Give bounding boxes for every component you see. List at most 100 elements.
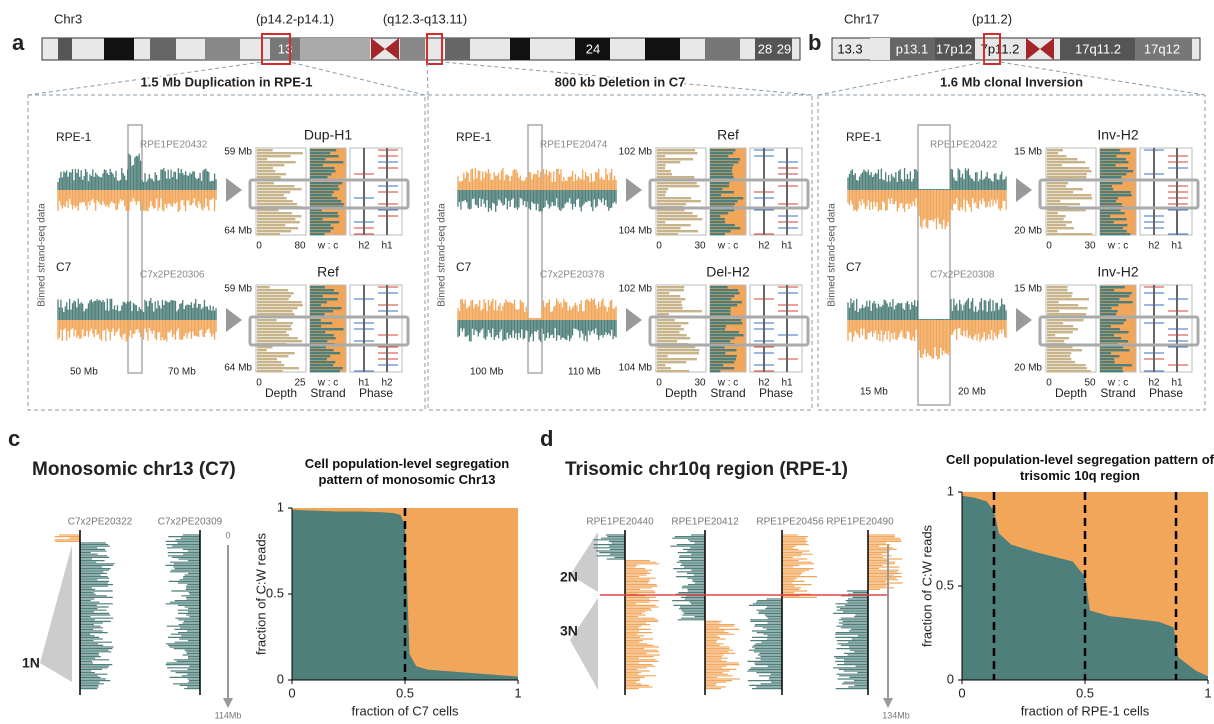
strand-bin bbox=[710, 233, 725, 236]
x-tick-label: 0 bbox=[1046, 241, 1052, 252]
region-highlight bbox=[261, 33, 291, 65]
depth-bin bbox=[1047, 322, 1064, 325]
strand-bin bbox=[1100, 334, 1115, 337]
band-label: p13.1 bbox=[896, 41, 929, 56]
strand-bin bbox=[710, 215, 721, 218]
depth-bin bbox=[1047, 167, 1090, 170]
depth-bin bbox=[257, 224, 286, 227]
scale-label: 114Mb bbox=[215, 710, 242, 720]
depth-bin bbox=[1047, 173, 1087, 176]
strand-bin bbox=[710, 161, 739, 164]
depth-bin bbox=[257, 346, 273, 349]
strand-bin bbox=[1100, 152, 1131, 155]
x-tick-label: 80 bbox=[294, 241, 306, 252]
strand-bin bbox=[310, 176, 328, 179]
area bbox=[292, 509, 518, 680]
strand-bin bbox=[1100, 191, 1131, 194]
panel-letter: d bbox=[540, 426, 553, 451]
strand-bin bbox=[710, 224, 735, 227]
haplotype-label: Inv-H2 bbox=[1097, 127, 1138, 143]
depth-bin bbox=[257, 161, 296, 164]
haplotype-label: Del-H2 bbox=[706, 264, 750, 280]
depth-bin bbox=[657, 215, 698, 218]
band bbox=[270, 38, 300, 60]
haplotype-label: Inv-H2 bbox=[1097, 264, 1138, 280]
band-label: 24 bbox=[586, 41, 600, 56]
strand-bin bbox=[310, 301, 327, 304]
depth-bin bbox=[257, 352, 295, 355]
depth-bin bbox=[1047, 337, 1070, 340]
event-title: 800 kb Deletion in C7 bbox=[555, 74, 686, 89]
band-label: 17q12 bbox=[1144, 41, 1180, 56]
region-box bbox=[1038, 178, 1200, 210]
x-tick-label: 0 bbox=[256, 378, 262, 389]
depth-bin bbox=[257, 340, 303, 343]
phase-label: h2 bbox=[1148, 378, 1160, 389]
strand-bin bbox=[1100, 370, 1123, 373]
depth-bin bbox=[657, 334, 687, 337]
strand-bin bbox=[710, 346, 725, 349]
phase-label: h2 bbox=[758, 378, 770, 389]
depth-bin bbox=[657, 212, 693, 215]
strand-bin bbox=[1100, 292, 1132, 295]
strand-bin bbox=[310, 370, 340, 373]
cell-id: C7x2PE20306 bbox=[140, 270, 205, 281]
depth-bin bbox=[257, 310, 293, 313]
strand-bin bbox=[710, 325, 727, 328]
sample-label: RPE-1 bbox=[846, 130, 882, 144]
strand-bin bbox=[1100, 355, 1120, 358]
strand-bin bbox=[710, 212, 729, 215]
strand-bin bbox=[710, 334, 744, 337]
strand-bin bbox=[710, 289, 739, 292]
coordinate-label: 50 Mb bbox=[70, 367, 98, 378]
strand-bin bbox=[310, 173, 332, 176]
depth-bin bbox=[257, 325, 291, 328]
strand-bin bbox=[1100, 167, 1129, 170]
depth-bin bbox=[257, 227, 299, 230]
strand-bin bbox=[710, 164, 734, 167]
strand-bin bbox=[1100, 194, 1132, 197]
strand-bin bbox=[710, 155, 729, 158]
depth-bin bbox=[1047, 176, 1087, 179]
strand-bin bbox=[710, 152, 733, 155]
coordinate-label: 110 Mb bbox=[568, 367, 601, 378]
depth-bin bbox=[1047, 155, 1067, 158]
panel-title: Monosomic chr13 (C7) bbox=[32, 459, 236, 480]
depth-bin bbox=[257, 313, 295, 316]
strand-bin bbox=[710, 307, 731, 310]
highlight-column bbox=[527, 124, 543, 374]
sample-label: C7 bbox=[846, 260, 862, 274]
chromosome-name: Chr3 bbox=[54, 11, 82, 26]
x-tick-label: 0.5 bbox=[396, 685, 414, 700]
depth-bin bbox=[657, 218, 703, 221]
depth-bin bbox=[1047, 212, 1058, 215]
strand-bin bbox=[1100, 286, 1125, 289]
depth-bin bbox=[257, 301, 302, 304]
strand-bin bbox=[310, 292, 339, 295]
cell-id: RPE1PE20474 bbox=[540, 140, 608, 151]
band bbox=[870, 38, 890, 60]
strand-bin bbox=[710, 200, 738, 203]
strand-axis-label: w : c bbox=[717, 378, 739, 389]
strand-bin bbox=[310, 170, 336, 173]
band bbox=[445, 38, 470, 60]
x-tick-label: 0 bbox=[656, 378, 662, 389]
x-tick-label: 30 bbox=[1084, 241, 1096, 252]
strand-bin bbox=[310, 334, 334, 337]
depth-bin bbox=[657, 286, 685, 289]
band-label: 17p12 bbox=[936, 41, 972, 56]
strand-bin bbox=[710, 331, 739, 334]
x-tick-label: 0 bbox=[656, 241, 662, 252]
strand-bin bbox=[310, 352, 341, 355]
scale-label: 134Mb bbox=[882, 710, 910, 720]
strand-bin bbox=[1100, 149, 1120, 152]
strand-bin bbox=[710, 328, 726, 331]
depth-bin bbox=[257, 173, 287, 176]
highlight-column bbox=[917, 124, 951, 406]
depth-bin bbox=[657, 155, 666, 158]
depth-bin bbox=[1047, 334, 1056, 337]
strand-bin bbox=[1100, 227, 1124, 230]
cell-id: C7x2PE20309 bbox=[158, 517, 223, 528]
strand-bin bbox=[1100, 221, 1114, 224]
strand-bin bbox=[1100, 298, 1120, 301]
